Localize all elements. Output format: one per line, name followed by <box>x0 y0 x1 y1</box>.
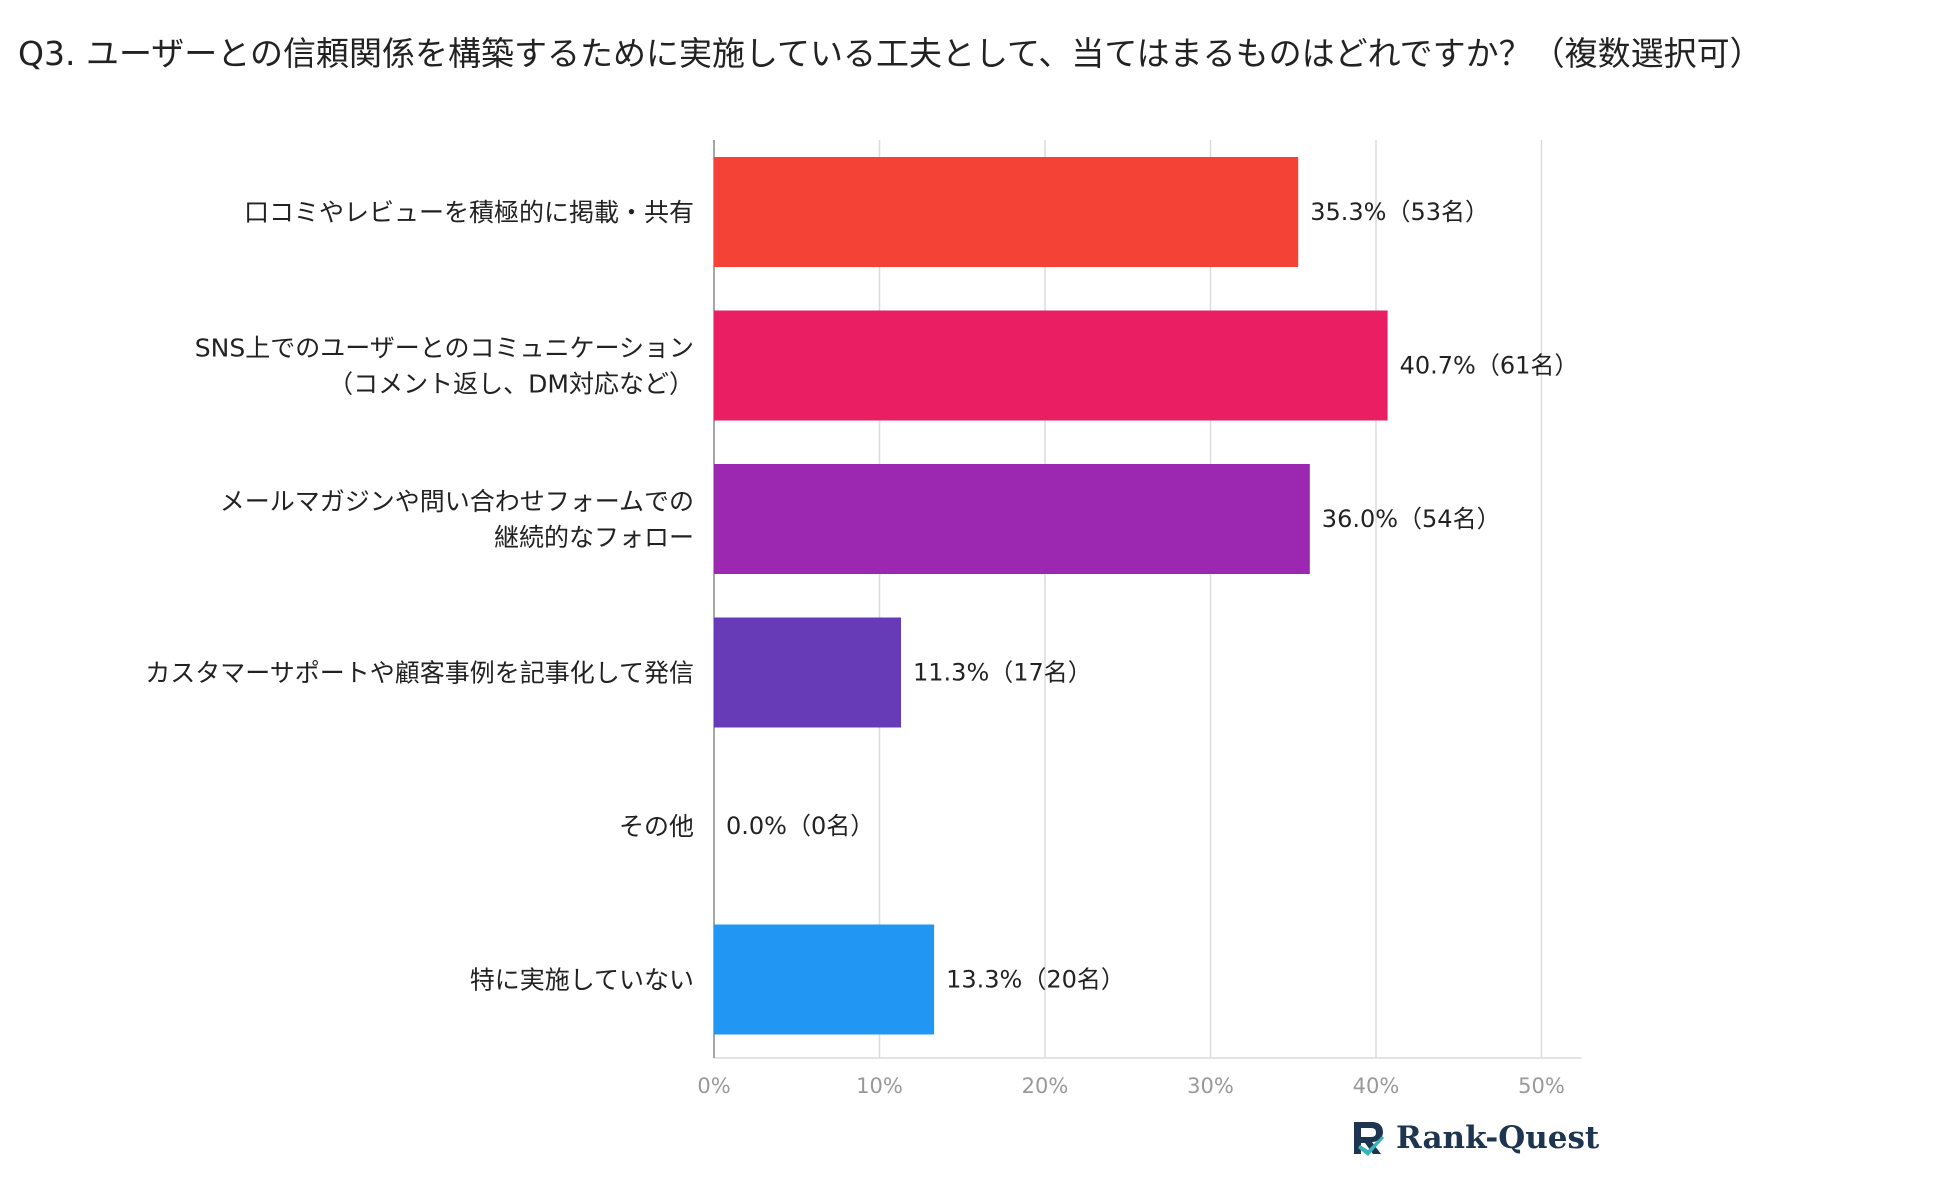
bar <box>714 617 902 728</box>
bar <box>714 924 935 1035</box>
category-label: 口コミやレビューを積極的に掲載・共有 <box>244 198 694 227</box>
category-label: メールマガジンや問い合わせフォームでの <box>220 487 694 516</box>
category-label: 特に実施していない <box>470 966 694 995</box>
x-tick-label: 50% <box>1518 1074 1565 1098</box>
bar <box>714 157 1299 267</box>
category-label: （コメント返し、DM対応など） <box>328 370 694 399</box>
chart-title: Q3. ユーザーとの信頼関係を構築するために実施している工夫として、当てはまるも… <box>18 34 1763 73</box>
bar <box>714 464 1310 574</box>
category-label: カスタマーサポートや顧客事例を記事化して発信 <box>145 659 694 688</box>
value-label: 11.3%（17名） <box>913 659 1092 687</box>
category-label: 継続的なフォロー <box>494 523 694 552</box>
x-tick-label: 0% <box>697 1074 730 1098</box>
labels: 0% 10% 20% 30% 40% 50% 35.3%（53名） 口コミやレビューを積極的に… <box>145 198 1578 1098</box>
x-tick-label: 40% <box>1353 1074 1400 1098</box>
brand-name: Rank-Quest <box>1396 1120 1600 1156</box>
category-label: SNS上でのユーザーとのコミュニケーション <box>195 334 694 363</box>
x-tick-label: 30% <box>1187 1074 1234 1098</box>
bar <box>714 310 1388 421</box>
rank-quest-logo-icon <box>1354 1122 1384 1156</box>
bars <box>714 157 1388 1035</box>
brand-logo: Rank-Quest <box>1348 1116 1599 1160</box>
gridlines <box>713 140 1582 1059</box>
category-label: その他 <box>619 812 694 841</box>
x-tick-label: 20% <box>1022 1074 1069 1098</box>
value-label: 36.0%（54名） <box>1322 505 1501 533</box>
value-label: 40.7%（61名） <box>1400 352 1579 380</box>
value-label: 13.3%（20名） <box>946 966 1125 994</box>
value-label: 0.0%（0名） <box>726 812 874 840</box>
x-tick-label: 10% <box>856 1074 903 1098</box>
value-label: 35.3%（53名） <box>1310 198 1489 226</box>
